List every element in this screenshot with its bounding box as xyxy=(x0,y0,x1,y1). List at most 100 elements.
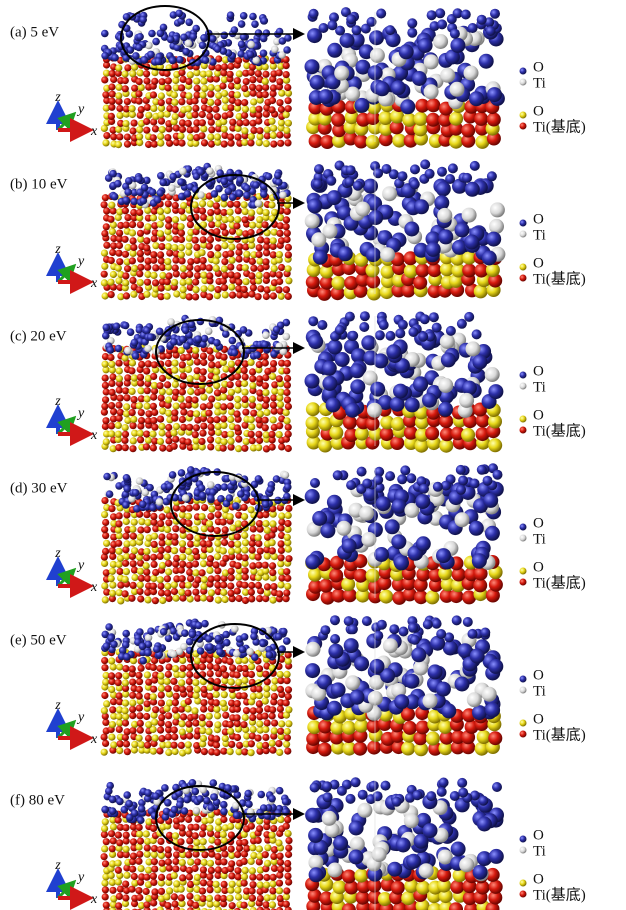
atom xyxy=(269,97,276,104)
atom xyxy=(284,208,291,215)
atom xyxy=(236,229,243,236)
atom xyxy=(201,85,208,92)
atom xyxy=(115,431,122,438)
atom xyxy=(370,382,385,397)
atom xyxy=(122,387,129,394)
legend-label: O xyxy=(533,711,544,727)
atom xyxy=(391,80,406,95)
atom xyxy=(102,740,109,747)
atom xyxy=(520,535,527,542)
atom xyxy=(242,208,249,215)
atom xyxy=(385,519,400,534)
atom xyxy=(123,533,130,540)
atom xyxy=(455,512,470,527)
atom xyxy=(249,258,256,265)
atom xyxy=(256,208,263,215)
atom xyxy=(344,638,359,653)
atom xyxy=(234,373,241,380)
atom xyxy=(164,506,171,513)
atom xyxy=(270,125,277,132)
atom xyxy=(123,292,130,299)
atom xyxy=(124,134,131,141)
atom xyxy=(213,742,220,749)
atom xyxy=(123,740,130,747)
atom xyxy=(115,860,122,867)
atom xyxy=(181,807,189,815)
axis-label-y: y xyxy=(76,254,85,269)
atom xyxy=(166,234,173,241)
atom xyxy=(284,728,291,735)
atom xyxy=(483,493,498,508)
atom xyxy=(396,838,411,853)
atom xyxy=(269,712,276,719)
atom xyxy=(449,135,463,149)
atom xyxy=(228,243,235,250)
atom xyxy=(207,555,214,562)
atom xyxy=(312,511,327,526)
atom xyxy=(103,324,111,332)
atom xyxy=(270,597,277,604)
atom xyxy=(269,747,276,754)
atom xyxy=(278,512,285,519)
atom xyxy=(229,292,236,299)
atom xyxy=(179,874,186,881)
atom xyxy=(255,70,262,77)
atom xyxy=(270,237,277,244)
atom xyxy=(345,675,360,690)
atom xyxy=(160,24,168,32)
atom xyxy=(483,476,493,486)
atom xyxy=(136,402,143,409)
atom xyxy=(520,372,527,379)
atom xyxy=(285,403,292,410)
atom xyxy=(187,466,195,474)
atom xyxy=(221,141,228,148)
atom xyxy=(115,832,122,839)
atom xyxy=(214,540,221,547)
atom xyxy=(178,84,185,91)
atom xyxy=(470,649,485,664)
atom xyxy=(139,16,147,24)
atom xyxy=(102,375,109,382)
atom xyxy=(228,284,235,291)
atom xyxy=(138,665,145,672)
atom xyxy=(185,278,192,285)
atom xyxy=(207,663,214,670)
atom xyxy=(228,590,235,597)
atom xyxy=(144,279,151,286)
atom xyxy=(145,42,153,50)
atom xyxy=(486,26,496,36)
atom xyxy=(370,48,385,63)
atom xyxy=(284,520,291,527)
atom xyxy=(278,547,285,554)
atom xyxy=(157,906,164,910)
atom xyxy=(341,577,355,591)
atom xyxy=(172,106,179,113)
atom xyxy=(137,264,144,271)
atom xyxy=(220,858,227,865)
atom xyxy=(391,881,405,895)
atom xyxy=(127,328,135,336)
atom xyxy=(159,597,166,604)
atom xyxy=(440,334,455,349)
atom xyxy=(123,403,130,410)
atom xyxy=(116,568,123,575)
atom xyxy=(110,133,117,140)
atom xyxy=(179,665,186,672)
atom xyxy=(150,431,157,438)
atom xyxy=(221,691,228,698)
atom xyxy=(265,173,273,181)
atom xyxy=(389,624,399,634)
atom xyxy=(200,838,207,845)
atom xyxy=(214,527,221,534)
atom xyxy=(257,895,264,902)
atom xyxy=(124,374,131,381)
atom xyxy=(179,686,186,693)
atom xyxy=(172,113,179,120)
atom xyxy=(438,720,452,734)
atom xyxy=(101,692,108,699)
atom xyxy=(151,235,158,242)
atom xyxy=(123,791,131,799)
atom xyxy=(418,38,433,53)
atom xyxy=(462,208,477,223)
atom xyxy=(185,698,192,705)
